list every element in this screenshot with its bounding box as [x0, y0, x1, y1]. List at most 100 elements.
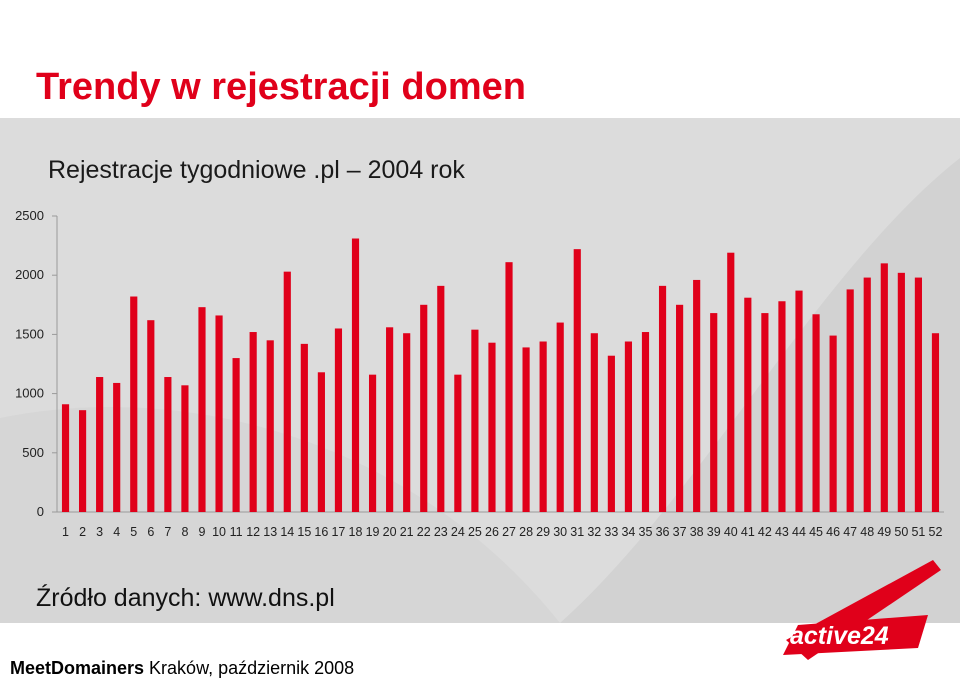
- bar-week-1: [61, 404, 70, 512]
- x-tick-label: 16: [314, 525, 328, 539]
- x-tick-label: 7: [164, 525, 171, 539]
- bar-week-29: [539, 341, 547, 512]
- bar-week-25: [471, 329, 479, 512]
- bar-week-26: [488, 342, 496, 512]
- bar-week-32: [590, 333, 598, 512]
- bar-week-48: [863, 277, 871, 512]
- x-tick-label: 41: [741, 525, 755, 539]
- bar-week-28: [522, 347, 530, 512]
- x-tick-label: 34: [621, 525, 635, 539]
- bar-week-39: [710, 313, 718, 512]
- x-tick-label: 33: [604, 525, 618, 539]
- x-tick-label: 8: [181, 525, 188, 539]
- x-tick-label: 20: [383, 525, 397, 539]
- y-tick-label: 0: [37, 504, 44, 519]
- bar-week-47: [846, 289, 854, 512]
- bar-week-37: [676, 304, 684, 512]
- x-tick-label: 29: [536, 525, 550, 539]
- bar-week-18: [351, 238, 360, 512]
- y-tick-label: 500: [22, 445, 44, 460]
- bar-week-14: [283, 271, 291, 512]
- bar-chart: Rejestracje tygodniowe .pl – 2004 rok 0 5…: [15, 156, 944, 539]
- x-tick-label: 2: [79, 525, 86, 539]
- x-tick-label: 23: [434, 525, 448, 539]
- bar-week-46: [829, 335, 837, 512]
- x-tick-label: 51: [911, 525, 925, 539]
- bar-week-43: [778, 301, 786, 512]
- x-tick-label: 22: [417, 525, 431, 539]
- x-tick-label: 13: [263, 525, 277, 539]
- bar-week-27: [505, 262, 513, 512]
- bar-week-31: [573, 249, 581, 512]
- bar-week-8: [181, 385, 189, 512]
- x-tick-label: 28: [519, 525, 533, 539]
- footer-brand: MeetDomainers: [10, 658, 145, 678]
- bar-week-22: [420, 304, 428, 512]
- y-tick-label: 1000: [15, 386, 44, 401]
- footer-text: Kraków, październik 2008: [144, 658, 355, 678]
- x-tick-label: 46: [826, 525, 840, 539]
- x-tick-label: 5: [130, 525, 137, 539]
- x-tick-label: 39: [707, 525, 721, 539]
- y-tick-label: 2500: [15, 208, 44, 223]
- bar-week-5: [130, 296, 138, 512]
- x-tick-label: 27: [502, 525, 516, 539]
- bar-week-23: [437, 285, 445, 512]
- x-tick-label: 10: [212, 525, 226, 539]
- x-tick-label: 40: [724, 525, 738, 539]
- bar-week-33: [607, 355, 615, 512]
- bar-week-24: [454, 374, 462, 512]
- bar-week-7: [164, 377, 172, 512]
- bar-week-10: [215, 315, 223, 512]
- footer: MeetDomainers Kraków, październik 2008: [10, 658, 354, 679]
- x-tick-label: 12: [246, 525, 260, 539]
- x-tick-label: 37: [673, 525, 687, 539]
- x-tick-label: 32: [587, 525, 601, 539]
- x-tick-label: 38: [690, 525, 704, 539]
- x-tick-label: 21: [400, 525, 414, 539]
- bar-week-11: [232, 358, 240, 512]
- bar-week-42: [761, 313, 769, 512]
- x-tick-label: 44: [792, 525, 806, 539]
- x-tick-label: 18: [349, 525, 363, 539]
- x-tick-label: 50: [894, 525, 908, 539]
- x-tick-label: 15: [297, 525, 311, 539]
- x-tick-label: 6: [147, 525, 154, 539]
- x-tick-label: 49: [877, 525, 891, 539]
- x-tick-label: 36: [656, 525, 670, 539]
- x-tick-label: 52: [929, 525, 943, 539]
- bar-week-49: [880, 263, 888, 512]
- x-tick-label: 19: [366, 525, 380, 539]
- x-tick-label: 24: [451, 525, 465, 539]
- bar-week-36: [658, 285, 667, 512]
- bar-week-52: [931, 333, 940, 512]
- bar-week-34: [624, 341, 633, 512]
- y-tick-label: 2000: [15, 267, 44, 282]
- x-tick-label: 48: [860, 525, 874, 539]
- bar-week-30: [556, 322, 564, 512]
- x-tick-label: 4: [113, 525, 120, 539]
- svg-text:active24: active24: [790, 622, 889, 650]
- bar-week-15: [300, 343, 308, 512]
- bar-week-21: [403, 333, 411, 512]
- active24-logo: active24: [783, 560, 941, 660]
- bar-week-51: [914, 277, 922, 512]
- y-tick-label: 1500: [15, 326, 44, 341]
- bar-week-13: [266, 340, 274, 512]
- slide-title: Trendy w rejestracji domen: [36, 66, 526, 108]
- x-tick-label: 14: [280, 525, 294, 539]
- x-tick-label: 11: [230, 525, 243, 539]
- bar-week-3: [96, 377, 104, 512]
- bar-week-41: [744, 297, 752, 512]
- x-tick-label: 26: [485, 525, 499, 539]
- bar-week-20: [386, 327, 394, 512]
- chart-title: Rejestracje tygodniowe .pl – 2004 rok: [48, 156, 465, 184]
- bar-week-6: [147, 320, 155, 512]
- bar-week-35: [641, 332, 650, 512]
- x-tick-label: 1: [62, 525, 69, 539]
- x-tick-label: 9: [199, 525, 206, 539]
- x-tick-label: 25: [468, 525, 482, 539]
- bar-week-17: [334, 328, 343, 512]
- bar-week-40: [727, 252, 735, 512]
- bar-week-16: [317, 372, 325, 512]
